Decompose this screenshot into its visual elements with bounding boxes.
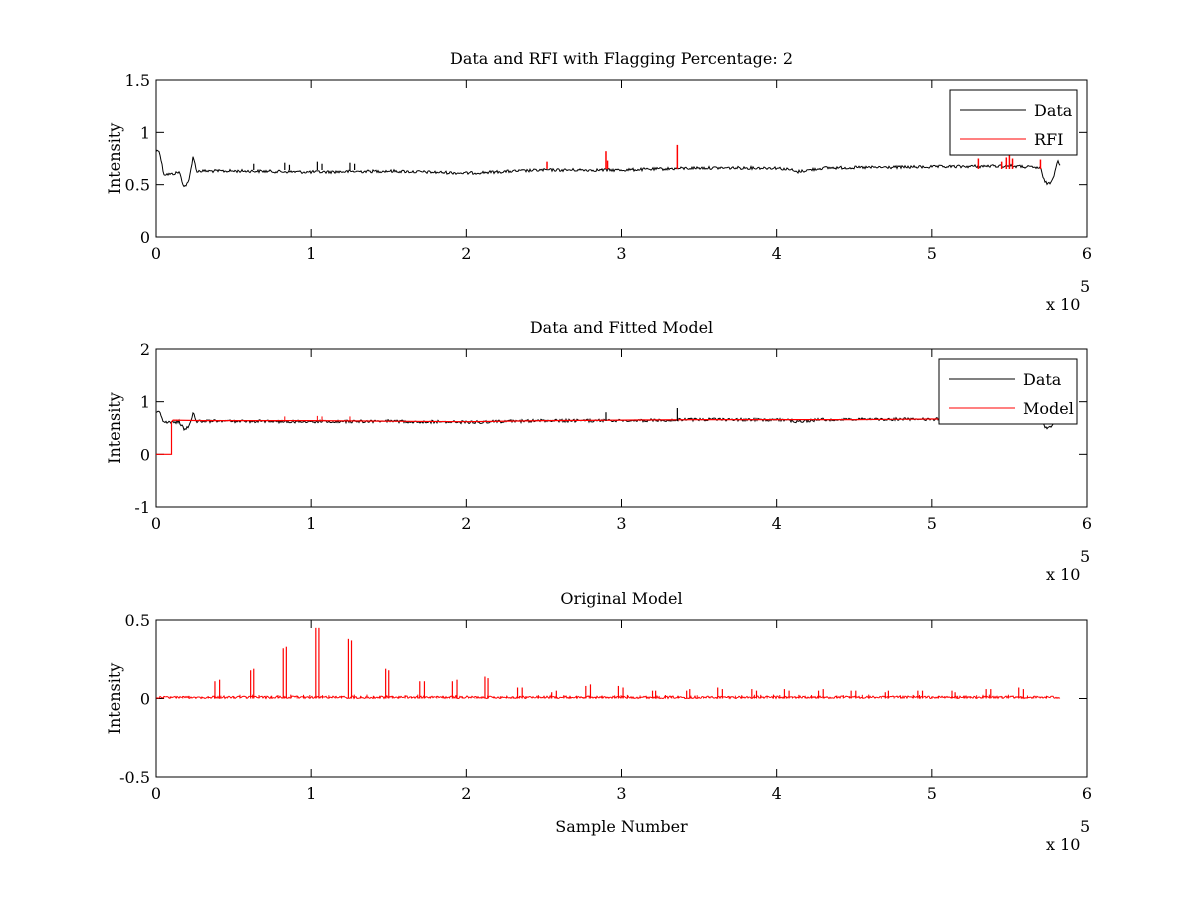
y-tick-label: 2 — [140, 340, 150, 359]
x-exponent-power: 5 — [1080, 277, 1090, 296]
model-series-line — [156, 418, 1061, 455]
x-tick-label: 6 — [1082, 244, 1092, 263]
x-tick-label: 1 — [306, 784, 316, 803]
y-axis-label: Intensity — [105, 663, 124, 735]
chart-title: Data and RFI with Flagging Percentage: 2 — [450, 49, 793, 68]
y-axis-label: Intensity — [105, 392, 124, 464]
x-tick-label: 5 — [927, 244, 937, 263]
y-tick-label: 1 — [140, 393, 150, 412]
y-tick-label: 0.5 — [125, 176, 150, 195]
plot-marks — [156, 144, 1061, 188]
y-tick-label: 0 — [140, 228, 150, 247]
y-axis-label: Intensity — [105, 123, 124, 195]
data-series-line — [156, 149, 1061, 188]
x-tick-label: 2 — [461, 784, 471, 803]
x-exponent-power: 5 — [1080, 547, 1090, 566]
x-tick-label: 3 — [616, 514, 626, 533]
y-tick-label: -0.5 — [119, 768, 150, 787]
x-tick-label: 6 — [1082, 514, 1092, 533]
legend-label-model: Model — [1023, 399, 1074, 418]
chart-panel-1: 0 1 2 3 4 5 6 0 0.5 1 1.5 Data and RFI with Flaggin… — [105, 49, 1092, 314]
x-tick-label: 5 — [927, 514, 937, 533]
legend-box — [938, 358, 1078, 425]
legend: Data Model — [938, 358, 1078, 425]
x-tick-label: 1 — [306, 514, 316, 533]
x-tick-label: 0 — [151, 784, 161, 803]
legend: Data RFI — [949, 89, 1078, 156]
x-tick-label: 3 — [616, 784, 626, 803]
x-exponent-power: 5 — [1080, 817, 1090, 836]
x-axis-label: Sample Number — [555, 817, 688, 836]
y-tick-label: -1 — [134, 498, 150, 517]
legend-label-data: Data — [1023, 370, 1062, 389]
x-exponent-label: x 10 — [1046, 295, 1080, 314]
legend-label-data: Data — [1034, 101, 1073, 120]
x-tick-label: 1 — [306, 244, 316, 263]
x-exponent-label: x 10 — [1046, 565, 1080, 584]
y-tick-label: 0 — [140, 690, 150, 709]
x-tick-label: 6 — [1082, 784, 1092, 803]
x-tick-label: 4 — [772, 244, 782, 263]
y-tick-label: 0 — [140, 445, 150, 464]
y-tick-label: 1.5 — [125, 71, 150, 90]
x-tick-label: 5 — [927, 784, 937, 803]
x-tick-label: 0 — [151, 244, 161, 263]
x-tick-label: 2 — [461, 514, 471, 533]
x-tick-label: 4 — [772, 784, 782, 803]
plot-marks — [156, 407, 1061, 455]
plot-marks — [156, 627, 1061, 700]
chart-title: Original Model — [560, 589, 682, 608]
chart-title: Data and Fitted Model — [530, 318, 713, 337]
y-tick-label: 0.5 — [125, 611, 150, 630]
x-tick-label: 3 — [616, 244, 626, 263]
x-tick-label: 4 — [772, 514, 782, 533]
legend-label-rfi: RFI — [1034, 130, 1063, 149]
x-exponent-label: x 10 — [1046, 835, 1080, 854]
x-tick-label: 2 — [461, 244, 471, 263]
legend-box — [949, 89, 1078, 156]
x-tick-label: 0 — [151, 514, 161, 533]
y-tick-label: 1 — [140, 123, 150, 142]
